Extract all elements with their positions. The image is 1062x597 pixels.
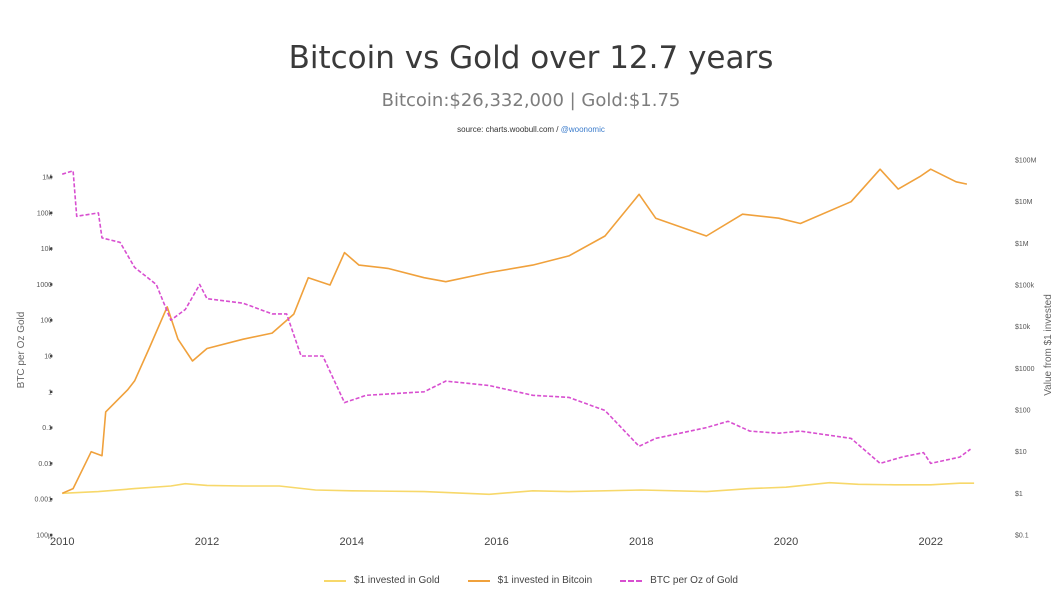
y-left-axis-label: BTC per Oz Gold — [16, 312, 27, 389]
y-left-tick-mark — [50, 283, 53, 286]
chart-subtitle: Bitcoin:$26,332,000 | Gold:$1.75 — [381, 90, 681, 111]
y-left-tick-label: 100µ — [36, 533, 52, 540]
legend-swatch-ratio — [620, 579, 643, 582]
y-right-tick-label: $10M — [1015, 199, 1033, 206]
y-right-tick-label: $100M — [1015, 158, 1037, 165]
y-left-tick-mark — [50, 498, 53, 501]
source-handle-link[interactable]: @woonomic — [560, 125, 605, 134]
x-tick-label: 2012 — [195, 536, 219, 548]
y-left-tick-label: 0.001 — [34, 497, 52, 504]
legend-swatch-gold — [324, 579, 347, 582]
x-tick-label: 2014 — [339, 536, 363, 548]
y-right-tick-label: $10 — [1015, 449, 1027, 456]
y-right-tick-label: $1000 — [1015, 366, 1035, 373]
x-tick-label: 2010 — [50, 536, 74, 548]
chart-source: source: charts.woobull.com / @woonomic — [0, 125, 1062, 134]
y-right-tick-label: $100 — [1015, 408, 1031, 415]
y-left-tick-label: 1M — [42, 175, 52, 182]
y-right-tick-label: $100k — [1015, 283, 1035, 290]
y-left-tick-label: 10k — [41, 246, 53, 253]
series-bitcoin-line — [61, 168, 968, 495]
legend-label-bitcoin: $1 invested in Bitcoin — [497, 575, 593, 586]
chart-title: Bitcoin vs Gold over 12.7 years — [288, 40, 774, 76]
y-left-tick-mark — [50, 211, 53, 215]
y-left-tick-label: 100k — [37, 210, 53, 217]
y-left-tick-mark — [50, 354, 53, 358]
x-tick-label: 2020 — [774, 536, 798, 548]
x-tick-label: 2018 — [629, 536, 653, 548]
chart-plot: 100µ0.0010.010.1110100100010k100k1M$0.1$… — [16, 158, 1054, 549]
legend-label-ratio: BTC per Oz of Gold — [650, 575, 738, 586]
series-ratio-line — [61, 170, 971, 465]
series-gold-line — [62, 481, 975, 496]
legend-item-gold[interactable]: $1 invested in Gold — [324, 575, 440, 586]
y-left-tick-mark — [50, 247, 53, 250]
y-left-tick-mark — [50, 462, 53, 465]
y-left-tick-label: 0.01 — [38, 461, 52, 468]
legend-item-bitcoin[interactable]: $1 invested in Bitcoin — [467, 575, 593, 586]
y-left-tick-label: 1000 — [36, 282, 52, 289]
y-right-tick-label: $1M — [1015, 241, 1029, 248]
legend-item-ratio[interactable]: BTC per Oz of Gold — [620, 575, 738, 586]
legend-label-gold: $1 invested in Gold — [354, 575, 440, 586]
y-left-tick-mark — [50, 533, 53, 537]
x-tick-label: 2016 — [484, 536, 508, 548]
y-left-tick-mark — [50, 175, 53, 179]
y-right-tick-label: $0.1 — [1015, 533, 1029, 540]
y-left-tick-label: 10 — [44, 354, 52, 361]
y-left-tick-label: 0.1 — [42, 425, 52, 432]
y-right-tick-label: $10k — [1015, 324, 1031, 331]
y-right-axis-label: Value from $1 invested — [1043, 294, 1054, 396]
y-right-tick-label: $1 — [1015, 491, 1023, 498]
chart-legend: $1 invested in Gold $1 invested in Bitco… — [0, 575, 1062, 586]
y-left-tick-mark — [50, 319, 53, 322]
y-left-tick-mark — [50, 426, 53, 429]
source-prefix: source: charts.woobull.com / — [457, 125, 561, 134]
legend-swatch-bitcoin — [467, 579, 490, 582]
y-left-tick-mark — [50, 390, 53, 394]
y-left-tick-label: 100 — [40, 318, 52, 325]
x-tick-label: 2022 — [918, 536, 942, 548]
